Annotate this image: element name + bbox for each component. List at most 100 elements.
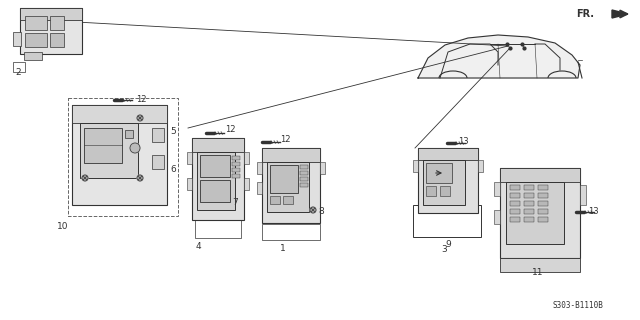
Bar [538,209,548,214]
Bar [200,180,230,202]
Bar [192,138,244,152]
Text: 8: 8 [318,207,324,217]
Text: FR.: FR. [576,9,594,19]
Text: 1: 1 [280,244,286,253]
Bar [72,105,167,205]
Bar [244,178,249,190]
Circle shape [137,115,143,121]
Bar [426,163,452,183]
Bar [510,201,520,206]
Bar [510,193,520,198]
Bar [80,123,138,178]
Text: 6: 6 [170,165,176,174]
Bar [538,185,548,190]
Bar [187,178,192,190]
Bar [506,182,564,244]
Bar [423,160,465,205]
Text: 3: 3 [441,245,447,254]
Bar [524,193,534,198]
Text: 11: 11 [532,268,544,277]
Bar [50,33,64,47]
Bar [510,185,520,190]
Bar [510,209,520,214]
Bar [72,105,167,123]
Text: 12: 12 [225,125,236,134]
Bar [524,217,534,222]
Bar [418,148,478,160]
Bar [152,155,164,169]
Bar [300,183,308,187]
Bar [270,165,298,193]
Bar [232,174,240,178]
Text: 13: 13 [588,206,598,215]
Circle shape [130,143,140,153]
Bar [538,217,548,222]
Text: 7: 7 [232,198,238,207]
Text: 2: 2 [15,68,21,77]
Bar [413,160,418,172]
Bar [510,217,520,222]
Bar [426,186,436,196]
Polygon shape [418,35,580,78]
Bar [300,165,308,169]
Bar [195,220,241,238]
Bar [25,33,47,47]
Bar [68,98,178,216]
Bar [494,210,500,224]
Bar [500,258,580,272]
Bar [524,201,534,206]
Text: 9: 9 [445,240,451,249]
Bar [257,182,262,194]
Bar [262,148,320,162]
Bar [24,52,42,60]
Bar [538,201,548,206]
Bar [524,209,534,214]
Bar [418,148,478,213]
Bar [524,185,534,190]
Bar [257,162,262,174]
Circle shape [82,175,88,181]
Bar [125,130,133,138]
Bar [413,205,481,237]
Text: S303-B1110B: S303-B1110B [552,301,604,310]
Text: 12: 12 [136,94,147,103]
Bar [187,152,192,164]
Bar [200,155,230,177]
Bar [20,8,82,54]
Bar [84,128,122,163]
Bar [50,16,64,30]
Bar [197,152,235,210]
Bar [232,162,240,166]
Bar [13,62,25,72]
Bar [440,186,450,196]
Bar [244,152,249,164]
Bar [232,156,240,160]
Bar [262,224,320,240]
Bar [538,193,548,198]
Bar [300,171,308,175]
Bar [500,168,580,182]
Text: 12: 12 [280,135,291,145]
Bar [494,182,500,196]
Bar [478,160,483,172]
Bar [262,148,320,223]
Bar [270,196,280,204]
Bar [232,168,240,172]
Bar [20,8,82,20]
Polygon shape [612,10,628,18]
Bar [13,32,21,46]
Bar [300,177,308,181]
Bar [580,185,586,205]
Bar [267,162,309,212]
Text: 13: 13 [458,138,468,147]
Text: 4: 4 [196,242,202,251]
Circle shape [137,175,143,181]
Bar [283,196,293,204]
Bar [320,162,325,174]
Circle shape [310,207,316,213]
Bar [25,16,47,30]
Text: 10: 10 [57,222,68,231]
Text: 5: 5 [170,127,176,137]
Bar [192,138,244,220]
Bar [152,128,164,142]
